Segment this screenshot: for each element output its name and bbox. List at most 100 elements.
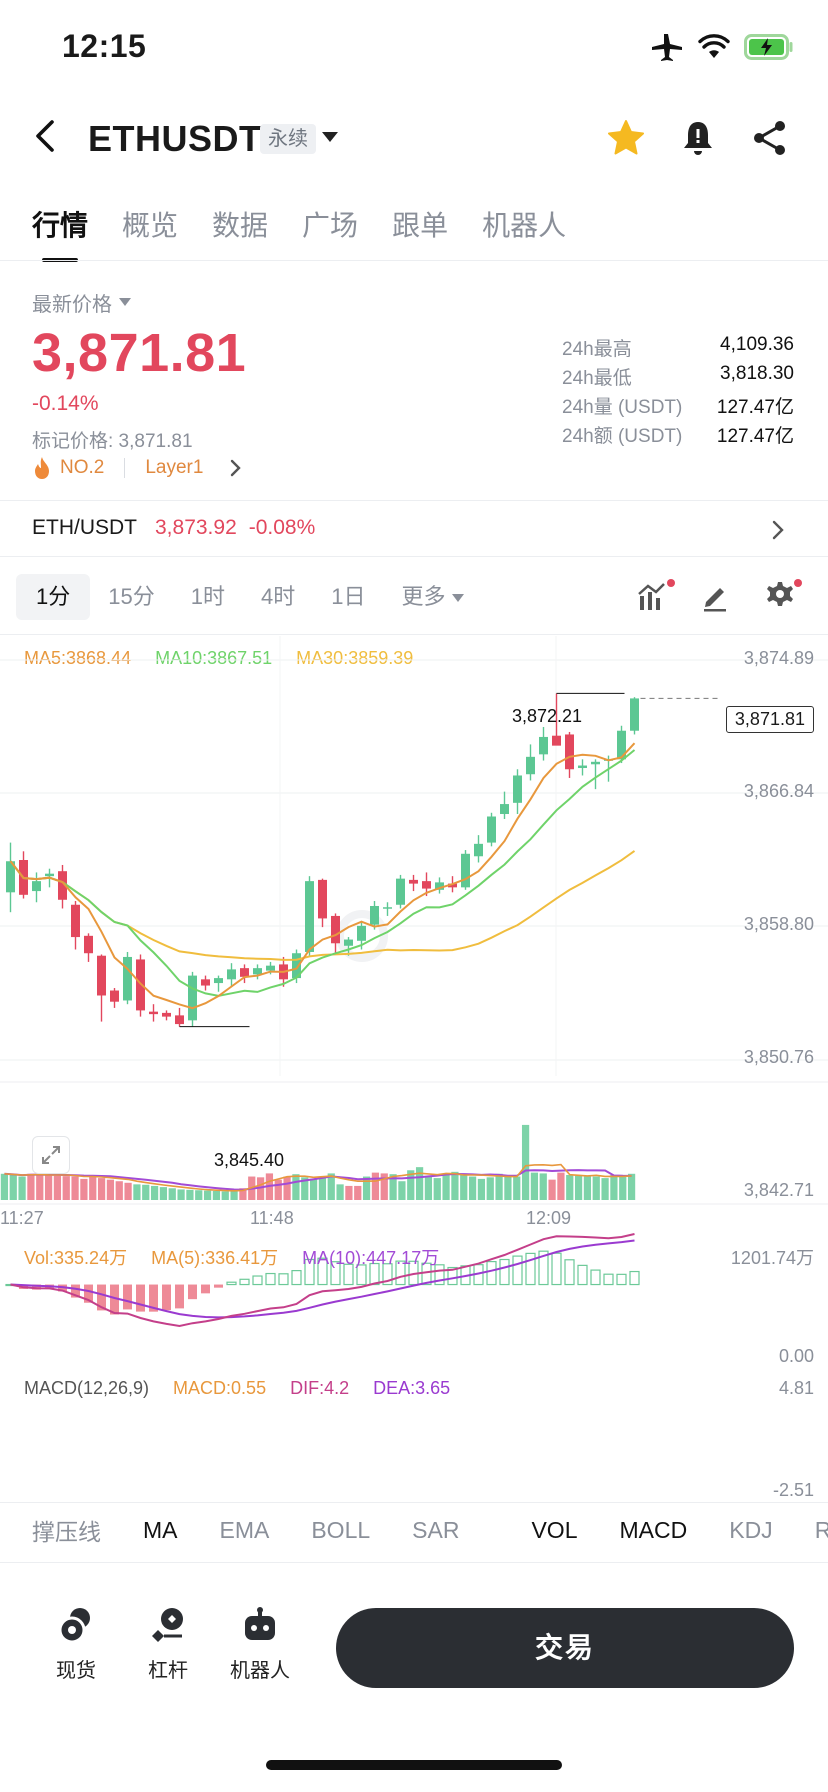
volume-bar <box>468 1176 477 1200</box>
favorite-star-icon[interactable] <box>606 118 646 158</box>
candle-body <box>175 1015 184 1025</box>
indicator-ma[interactable]: MA <box>143 1516 178 1543</box>
macd-histogram-bar <box>214 1284 223 1288</box>
interval-more[interactable]: 更多 <box>383 574 481 620</box>
ranking-row[interactable]: NO.2 Layer1 <box>32 456 245 480</box>
volume-bar <box>415 1167 424 1200</box>
indicator-icon[interactable] <box>636 578 676 614</box>
chart-settings-gear-icon[interactable] <box>762 578 802 614</box>
nav-spot[interactable]: 现货 <box>36 1606 116 1683</box>
status-time: 12:15 <box>62 28 147 64</box>
spot-chevron-right-icon[interactable] <box>768 518 788 542</box>
macd-histogram-bar <box>590 1269 601 1286</box>
nav-margin[interactable]: 杠杆 <box>128 1606 208 1683</box>
margin-coin-icon <box>152 1608 183 1642</box>
macd-histogram-bar <box>291 1270 302 1286</box>
indicator-rsi[interactable]: RS <box>814 1516 828 1543</box>
back-button[interactable] <box>28 118 64 154</box>
trade-button[interactable]: 交易 <box>336 1608 794 1688</box>
candle-body <box>318 879 327 919</box>
volume-bar <box>362 1176 371 1200</box>
last-price-label[interactable]: 最新价格 <box>32 294 112 316</box>
volume-bar <box>345 1185 353 1200</box>
drawing-pen-icon[interactable] <box>700 580 730 612</box>
last-price: 3,871.81 <box>32 323 247 383</box>
volume-bar <box>44 1175 53 1200</box>
last-price-dropdown-icon[interactable] <box>119 298 131 306</box>
volume-bar <box>133 1184 141 1200</box>
interval-1d[interactable]: 1日 <box>331 584 366 609</box>
volume-bar <box>601 1178 609 1200</box>
tab-overview[interactable]: 概览 <box>122 210 179 241</box>
macd-histogram-bar <box>317 1257 328 1286</box>
stat-label: 24h最高 <box>562 339 632 360</box>
stat-label: 24h额 (USDT) <box>562 426 683 447</box>
tab-data[interactable]: 数据 <box>212 210 269 241</box>
macd-histogram-bar <box>551 1252 562 1286</box>
nav-bots[interactable]: 机器人 <box>220 1606 300 1683</box>
volume-bar <box>451 1171 459 1200</box>
spot-price-row[interactable]: ETH/USDT 3,873.92 -0.08% <box>32 516 315 540</box>
volume-bar <box>398 1181 406 1200</box>
candle-body <box>630 698 639 731</box>
nav-bots-label: 机器人 <box>230 1660 290 1682</box>
macd-histogram-bar <box>395 1260 406 1286</box>
symbol-title[interactable]: ETHUSDT <box>88 118 262 159</box>
chevron-right-icon <box>231 459 242 477</box>
tab-bots[interactable]: 机器人 <box>482 210 567 241</box>
spot-divider <box>0 556 828 557</box>
price-divider <box>0 500 828 501</box>
indicator-macd[interactable]: MACD <box>619 1516 688 1543</box>
volume-ma10-line <box>4 1169 632 1191</box>
indicator-divider-bottom <box>0 1562 828 1563</box>
volume-bar <box>504 1176 512 1200</box>
price-alert-icon[interactable] <box>678 118 718 158</box>
stat-label: 24h量 (USDT) <box>562 397 683 418</box>
y-tick-label: 3,850.76 <box>743 1047 814 1067</box>
ma10-line <box>9 749 636 997</box>
indicator-vol[interactable]: VOL <box>531 1516 578 1543</box>
candle-body <box>201 979 210 986</box>
indicator-boll[interactable]: BOLL <box>311 1516 371 1543</box>
macd-histogram-bar <box>369 1262 380 1286</box>
interval-15m[interactable]: 15分 <box>108 584 155 609</box>
macd-histogram-bar <box>538 1250 549 1286</box>
macd-histogram-bar <box>162 1284 171 1311</box>
home-indicator[interactable] <box>266 1760 562 1770</box>
volume-bar <box>566 1174 574 1200</box>
nav-spot-label: 现货 <box>56 1660 96 1682</box>
tab-square[interactable]: 广场 <box>302 210 359 241</box>
tab-market[interactable]: 行情 <box>32 204 88 262</box>
macd-histogram-bar <box>201 1284 210 1294</box>
share-icon[interactable] <box>750 118 790 158</box>
tabs-divider <box>0 260 828 261</box>
interval-4h[interactable]: 4时 <box>260 584 296 609</box>
fullscreen-button[interactable] <box>32 1136 70 1174</box>
indicator-kdj[interactable]: KDJ <box>729 1516 773 1543</box>
category-tag: Layer1 <box>145 457 204 478</box>
y-tick-label: 3,866.84 <box>743 781 814 801</box>
macd-histogram-bar <box>123 1284 132 1310</box>
stat-24h-high: 24h最高 4,109.36 <box>562 334 794 363</box>
indicator-support-resistance[interactable]: 撑压线 <box>32 1519 101 1545</box>
volume-bar <box>495 1173 503 1200</box>
mark-price: 标记价格: 3,871.81 <box>32 431 193 452</box>
interval-1m[interactable]: 1分 <box>16 574 91 620</box>
tab-copy-trading[interactable]: 跟单 <box>392 210 449 241</box>
macd-histogram-bar <box>499 1258 510 1286</box>
battery-icon <box>744 34 793 60</box>
volume-bar <box>539 1173 547 1200</box>
symbol-dropdown-icon[interactable] <box>322 132 338 142</box>
x-tick-label: 11:48 <box>250 1208 294 1228</box>
candle-body <box>370 905 379 925</box>
legend-vol: Vol:335.24万 <box>24 1248 128 1268</box>
indicator-ema[interactable]: EMA <box>219 1516 270 1543</box>
indicator-sar[interactable]: SAR <box>412 1516 460 1543</box>
candle-body <box>422 881 431 889</box>
price-chart[interactable] <box>0 636 828 1500</box>
interval-1h[interactable]: 1时 <box>190 584 225 609</box>
macd-histogram-bar <box>564 1259 575 1286</box>
contract-type-badge[interactable]: 永续 <box>260 124 316 154</box>
volume-bar <box>195 1190 203 1200</box>
robot-icon <box>245 1607 275 1640</box>
